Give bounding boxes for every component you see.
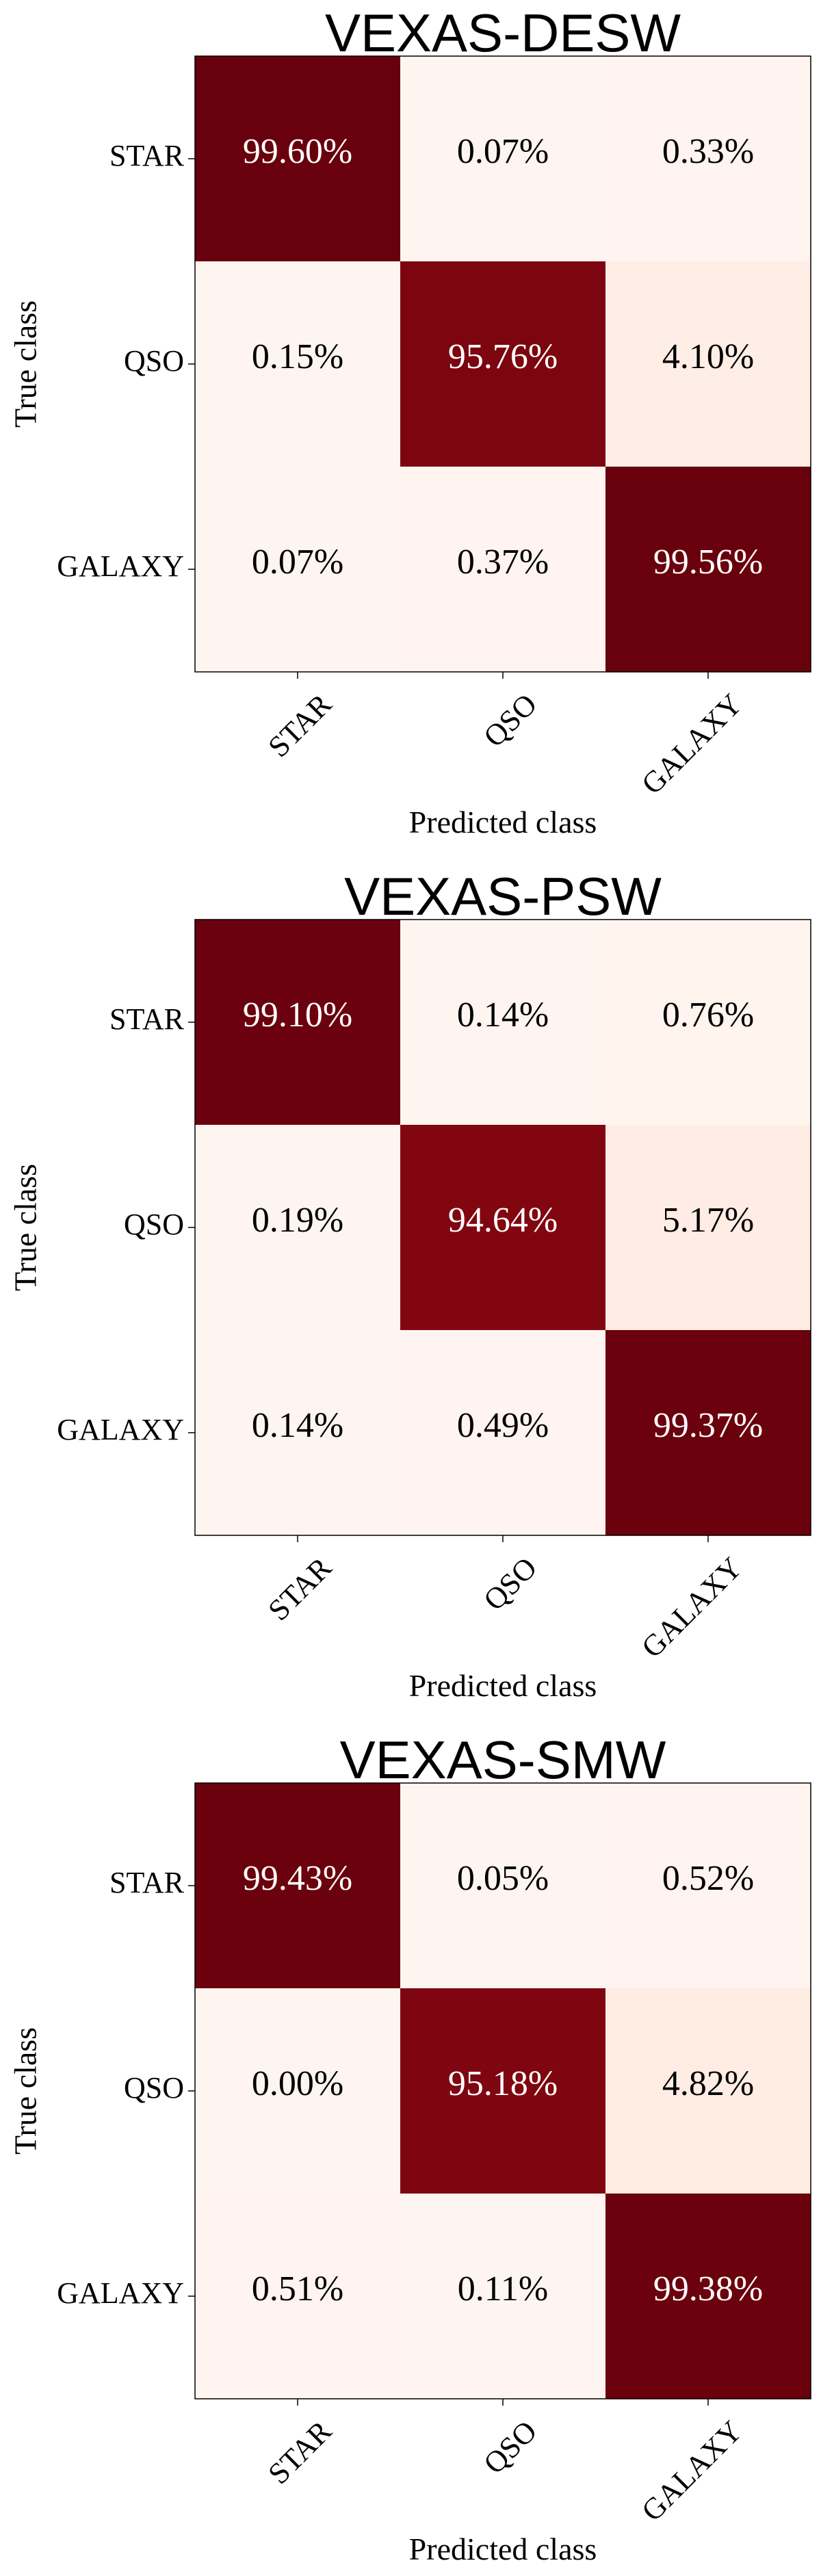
chart-title: VEXAS-SMW: [340, 1730, 666, 1790]
confusion-matrix-panel: VEXAS-SMW 99.43% 0.05% 0.52% 0.00% 95.18% 4.82…: [8, 1730, 811, 2566]
x-tick-label: QSO: [477, 687, 543, 753]
heatmap-cell: [605, 2194, 811, 2399]
heatmap-cell: [400, 920, 605, 1125]
cell-value-label: 0.07%: [252, 543, 343, 582]
heatmap-cell: [605, 1783, 811, 1988]
heatmap-cell: [605, 56, 811, 261]
x-tick-label: STAR: [261, 1550, 338, 1627]
x-tick-label: GALAXY: [635, 2414, 748, 2527]
y-axis-label: True class: [8, 1164, 43, 1291]
heatmap-cell: [400, 1125, 605, 1330]
heatmap-cell: [400, 1330, 605, 1535]
x-tick-label: QSO: [477, 1550, 543, 1617]
cell-value-label: 0.07%: [457, 132, 549, 171]
x-axis-label: Predicted class: [409, 1668, 597, 1703]
cell-value-label: 0.76%: [662, 996, 754, 1035]
heatmap-cell: [400, 467, 605, 672]
cell-value-label: 0.05%: [457, 1859, 549, 1898]
x-tick-label: STAR: [261, 687, 338, 764]
y-tick-label: QSO: [124, 344, 184, 378]
cell-value-label: 99.38%: [653, 2269, 763, 2308]
y-tick-label: STAR: [109, 1002, 185, 1036]
heatmap-cell: [400, 2194, 605, 2399]
cell-value-label: 99.60%: [243, 132, 352, 171]
y-tick-label: GALAXY: [57, 549, 184, 583]
cell-value-label: 0.52%: [662, 1859, 754, 1898]
chart-title: VEXAS-PSW: [344, 866, 662, 926]
cell-value-label: 5.17%: [662, 1201, 754, 1240]
cell-value-label: 95.76%: [448, 337, 558, 376]
cell-value-label: 0.15%: [252, 337, 343, 376]
cell-value-label: 94.64%: [448, 1201, 558, 1240]
heatmap-cell: [195, 1125, 400, 1330]
heatmap-cell: [400, 1783, 605, 1988]
heatmap-cell: [195, 1783, 400, 1988]
cell-value-label: 0.14%: [457, 996, 549, 1035]
cell-value-label: 0.49%: [457, 1406, 549, 1445]
cell-value-label: 4.10%: [662, 337, 754, 376]
cell-value-label: 99.43%: [243, 1859, 352, 1898]
heatmap-cell: [605, 1125, 811, 1330]
heatmap-cell: [400, 1988, 605, 2194]
heatmap-cell: [400, 56, 605, 261]
cell-value-label: 0.19%: [252, 1201, 343, 1240]
x-tick-label: GALAXY: [635, 687, 748, 801]
heatmap-cell: [195, 920, 400, 1125]
heatmap-cell: [195, 1988, 400, 2194]
x-tick-label: STAR: [261, 2414, 338, 2490]
cell-value-label: 0.37%: [457, 543, 549, 582]
x-tick-label: QSO: [477, 2414, 543, 2480]
heatmap-cell: [605, 467, 811, 672]
y-axis-label: True class: [8, 300, 43, 428]
confusion-matrix-panel: VEXAS-PSW 99.10% 0.14% 0.76% 0.19% 94.64% 5.17…: [8, 866, 811, 1703]
cell-value-label: 99.10%: [243, 996, 352, 1035]
heatmap-cell: [195, 2194, 400, 2399]
heatmap-cell: [605, 1330, 811, 1535]
y-tick-label: GALAXY: [57, 2276, 184, 2310]
chart-title: VEXAS-DESW: [325, 3, 681, 63]
heatmap-cell: [400, 261, 605, 467]
cell-value-label: 0.51%: [252, 2269, 343, 2308]
cell-value-label: 0.11%: [458, 2269, 548, 2308]
heatmap-cell: [605, 1988, 811, 2194]
y-tick-label: QSO: [124, 1208, 184, 1241]
y-tick-label: STAR: [109, 1866, 185, 1899]
heatmap-cell: [195, 56, 400, 261]
heatmap-cell: [195, 1330, 400, 1535]
cell-value-label: 99.37%: [653, 1406, 763, 1445]
y-axis-label: True class: [8, 2027, 43, 2155]
heatmap-cell: [605, 920, 811, 1125]
cell-value-label: 0.33%: [662, 132, 754, 171]
x-tick-label: GALAXY: [635, 1550, 748, 1664]
cell-value-label: 4.82%: [662, 2064, 754, 2103]
confusion-matrix-panel: VEXAS-DESW 99.60% 0.07% 0.33% 0.15% 95.76% 4.1…: [8, 3, 811, 840]
y-tick-label: GALAXY: [57, 1413, 184, 1446]
cell-value-label: 99.56%: [653, 543, 763, 582]
heatmap-cell: [195, 261, 400, 467]
x-axis-label: Predicted class: [409, 2532, 597, 2566]
y-tick-label: QSO: [124, 2071, 184, 2105]
cell-value-label: 95.18%: [448, 2064, 558, 2103]
heatmap-cell: [195, 467, 400, 672]
cell-value-label: 0.14%: [252, 1406, 343, 1445]
y-tick-label: STAR: [109, 139, 185, 172]
heatmap-cell: [605, 261, 811, 467]
x-axis-label: Predicted class: [409, 805, 597, 840]
cell-value-label: 0.00%: [252, 2064, 343, 2103]
